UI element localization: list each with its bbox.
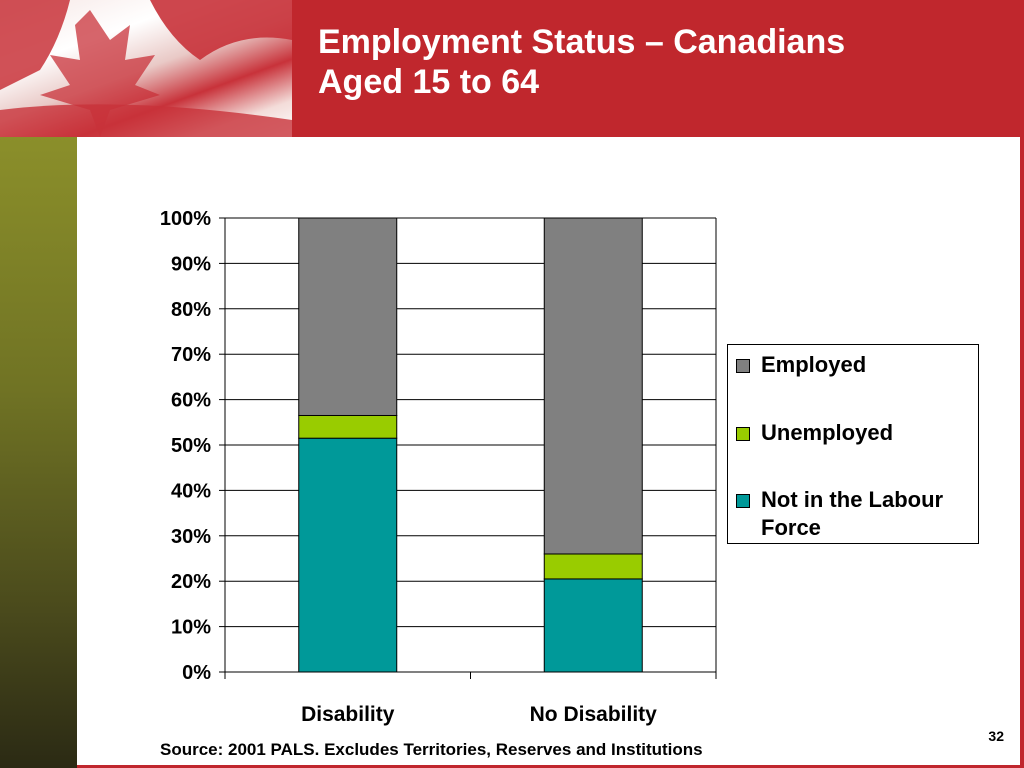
flag-photo	[0, 0, 292, 137]
bar-employed-no-disability	[543, 217, 643, 555]
x-category-label: Disability	[301, 703, 395, 726]
y-tick-label: 20%	[171, 571, 211, 593]
bar-unemployed-no-disability	[543, 553, 643, 580]
bars	[298, 217, 643, 673]
legend-label-not-in-labour-force: Not in the Labour Force	[761, 487, 944, 540]
axis-labels: 0% 10% 20% 30% 40% 50% 60% 70% 80% 90% 100% Disabil…	[160, 208, 657, 726]
bar-not-in-the-labour-force-disability	[298, 437, 398, 673]
bar-unemployed-disability	[298, 414, 398, 439]
legend-label-employed: Employed	[761, 352, 867, 377]
chart-legend: Employed Unemployed Not in the Labour Fo…	[727, 344, 979, 544]
x-category-label: No Disability	[530, 703, 658, 726]
bottom-border-rule	[77, 765, 1024, 768]
title-line-2: Aged 15 to 64	[318, 63, 540, 101]
axes	[219, 217, 717, 679]
y-tick-label: 30%	[171, 526, 211, 548]
y-tick-label: 80%	[171, 299, 211, 321]
right-border-rule	[1020, 137, 1024, 768]
bar-employed-disability	[298, 217, 398, 416]
y-tick-label: 90%	[171, 253, 211, 275]
legend-label-unemployed: Unemployed	[761, 420, 894, 445]
header-band	[292, 0, 1024, 137]
slide-title: Employment Status – Canadians Aged 15 to…	[318, 22, 1008, 102]
y-tick-label: 100%	[160, 208, 211, 230]
page-number: 32	[988, 728, 1004, 744]
title-line-1: Employment Status – Canadians	[318, 23, 846, 61]
source-note: Source: 2001 PALS. Excludes Territories,…	[160, 740, 703, 759]
legend-swatch-unemployed	[736, 427, 750, 441]
bar-not-in-the-labour-force-no-disability	[543, 578, 643, 673]
y-tick-label: 70%	[171, 344, 211, 366]
maple-leaf-flag-image	[0, 0, 292, 137]
legend-swatch-not-in-labour-force	[736, 494, 750, 508]
y-tick-label: 0%	[182, 662, 211, 684]
y-tick-label: 10%	[171, 617, 211, 639]
legend-swatch-employed	[736, 359, 750, 373]
y-tick-label: 40%	[171, 480, 211, 502]
y-tick-label: 50%	[171, 435, 211, 457]
y-tick-label: 60%	[171, 390, 211, 412]
left-decorative-band	[0, 137, 77, 768]
